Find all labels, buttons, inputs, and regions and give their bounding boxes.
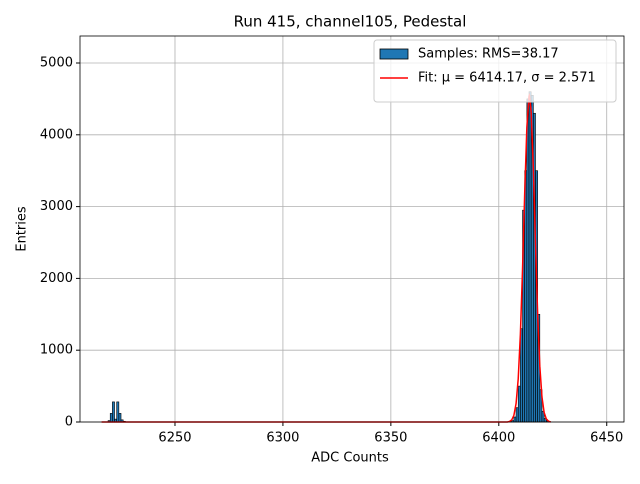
y-tick-label: 5000 xyxy=(40,55,73,70)
chart-title: Run 415, channel105, Pedestal xyxy=(234,13,467,31)
y-tick-label: 2000 xyxy=(40,271,73,286)
legend-swatch xyxy=(380,49,408,59)
y-tick-label: 4000 xyxy=(40,127,73,142)
legend-label: Fit: μ = 6414.17, σ = 2.571 xyxy=(418,71,596,86)
histogram-bar xyxy=(112,402,114,422)
histogram-bar xyxy=(110,413,112,422)
y-tick-label: 1000 xyxy=(40,343,73,358)
histogram-bar xyxy=(518,386,520,422)
histogram-bar xyxy=(117,402,119,422)
x-tick-label: 6300 xyxy=(266,431,299,446)
y-axis-label: Entries xyxy=(15,206,30,252)
histogram-bar xyxy=(525,171,527,422)
histogram-bar xyxy=(516,408,518,422)
x-axis-label: ADC Counts xyxy=(311,451,389,466)
x-tick-label: 6400 xyxy=(482,431,515,446)
y-tick-label: 0 xyxy=(65,415,73,430)
x-tick-label: 6250 xyxy=(158,431,191,446)
fit-line xyxy=(102,95,551,422)
legend-label: Samples: RMS=38.17 xyxy=(418,47,559,62)
histogram-bar xyxy=(529,92,531,422)
histogram-bar xyxy=(119,413,121,422)
x-tick-label: 6450 xyxy=(590,431,623,446)
histogram-bar xyxy=(527,99,529,422)
histogram-bar xyxy=(514,417,516,422)
y-tick-label: 3000 xyxy=(40,199,73,214)
x-tick-label: 6350 xyxy=(374,431,407,446)
